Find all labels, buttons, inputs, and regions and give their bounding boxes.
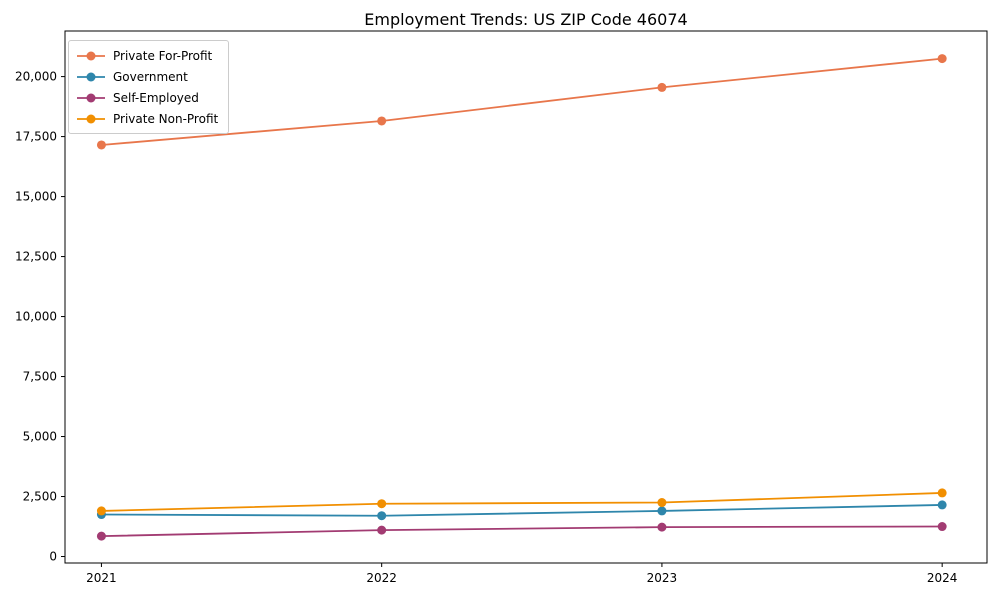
y-tick-label: 15,000 [15,190,57,204]
legend-item[interactable]: Private For-Profit [76,46,218,65]
series-line [101,492,943,512]
data-point-marker [377,511,387,521]
legend: Private For-Profit Government Self-Employe… [68,40,230,134]
legend-marker-icon [77,93,105,102]
data-point-marker [657,82,667,92]
legend-label: Private For-Profit [113,48,213,63]
series-line [101,504,943,517]
data-point-marker [96,140,106,150]
legend-label: Private Non-Profit [113,111,219,126]
data-point-marker [96,531,106,541]
y-tick-label: 0 [49,550,57,564]
chart-title: Employment Trends: US ZIP Code 46074 [364,10,688,29]
legend-marker-icon [77,72,105,81]
legend-item[interactable]: Government [76,67,218,86]
data-point-marker [657,522,667,532]
legend-label: Self-Employed [113,90,199,105]
data-point-marker [657,506,667,516]
y-tick-label: 20,000 [15,70,57,84]
y-tick-label: 5,000 [23,430,57,444]
legend-label: Government [113,69,188,84]
series-line [101,57,943,146]
x-tick-label: 2024 [927,571,958,585]
y-tick-label: 2,500 [23,490,57,504]
axes-frame [64,30,988,564]
data-point-marker [937,500,947,510]
data-point-marker [96,506,106,516]
data-point-marker [377,525,387,535]
y-tick-label: 10,000 [15,310,57,324]
y-tick-label: 7,500 [23,370,57,384]
legend-marker-icon [77,114,105,123]
x-tick-label: 2022 [366,571,397,585]
data-point-marker [937,488,947,498]
legend-item[interactable]: Private Non-Profit [76,109,218,128]
legend-marker-icon [77,51,105,60]
series-line [101,525,943,538]
data-point-marker [657,498,667,508]
data-point-marker [937,54,947,64]
x-tick-label: 2021 [86,571,117,585]
legend-item[interactable]: Self-Employed [76,88,218,107]
x-tick-label: 2023 [647,571,678,585]
y-tick-label: 17,500 [15,130,57,144]
data-point-marker [377,116,387,126]
y-tick-label: 12,500 [15,250,57,264]
data-point-marker [377,499,387,509]
data-point-marker [937,522,947,532]
